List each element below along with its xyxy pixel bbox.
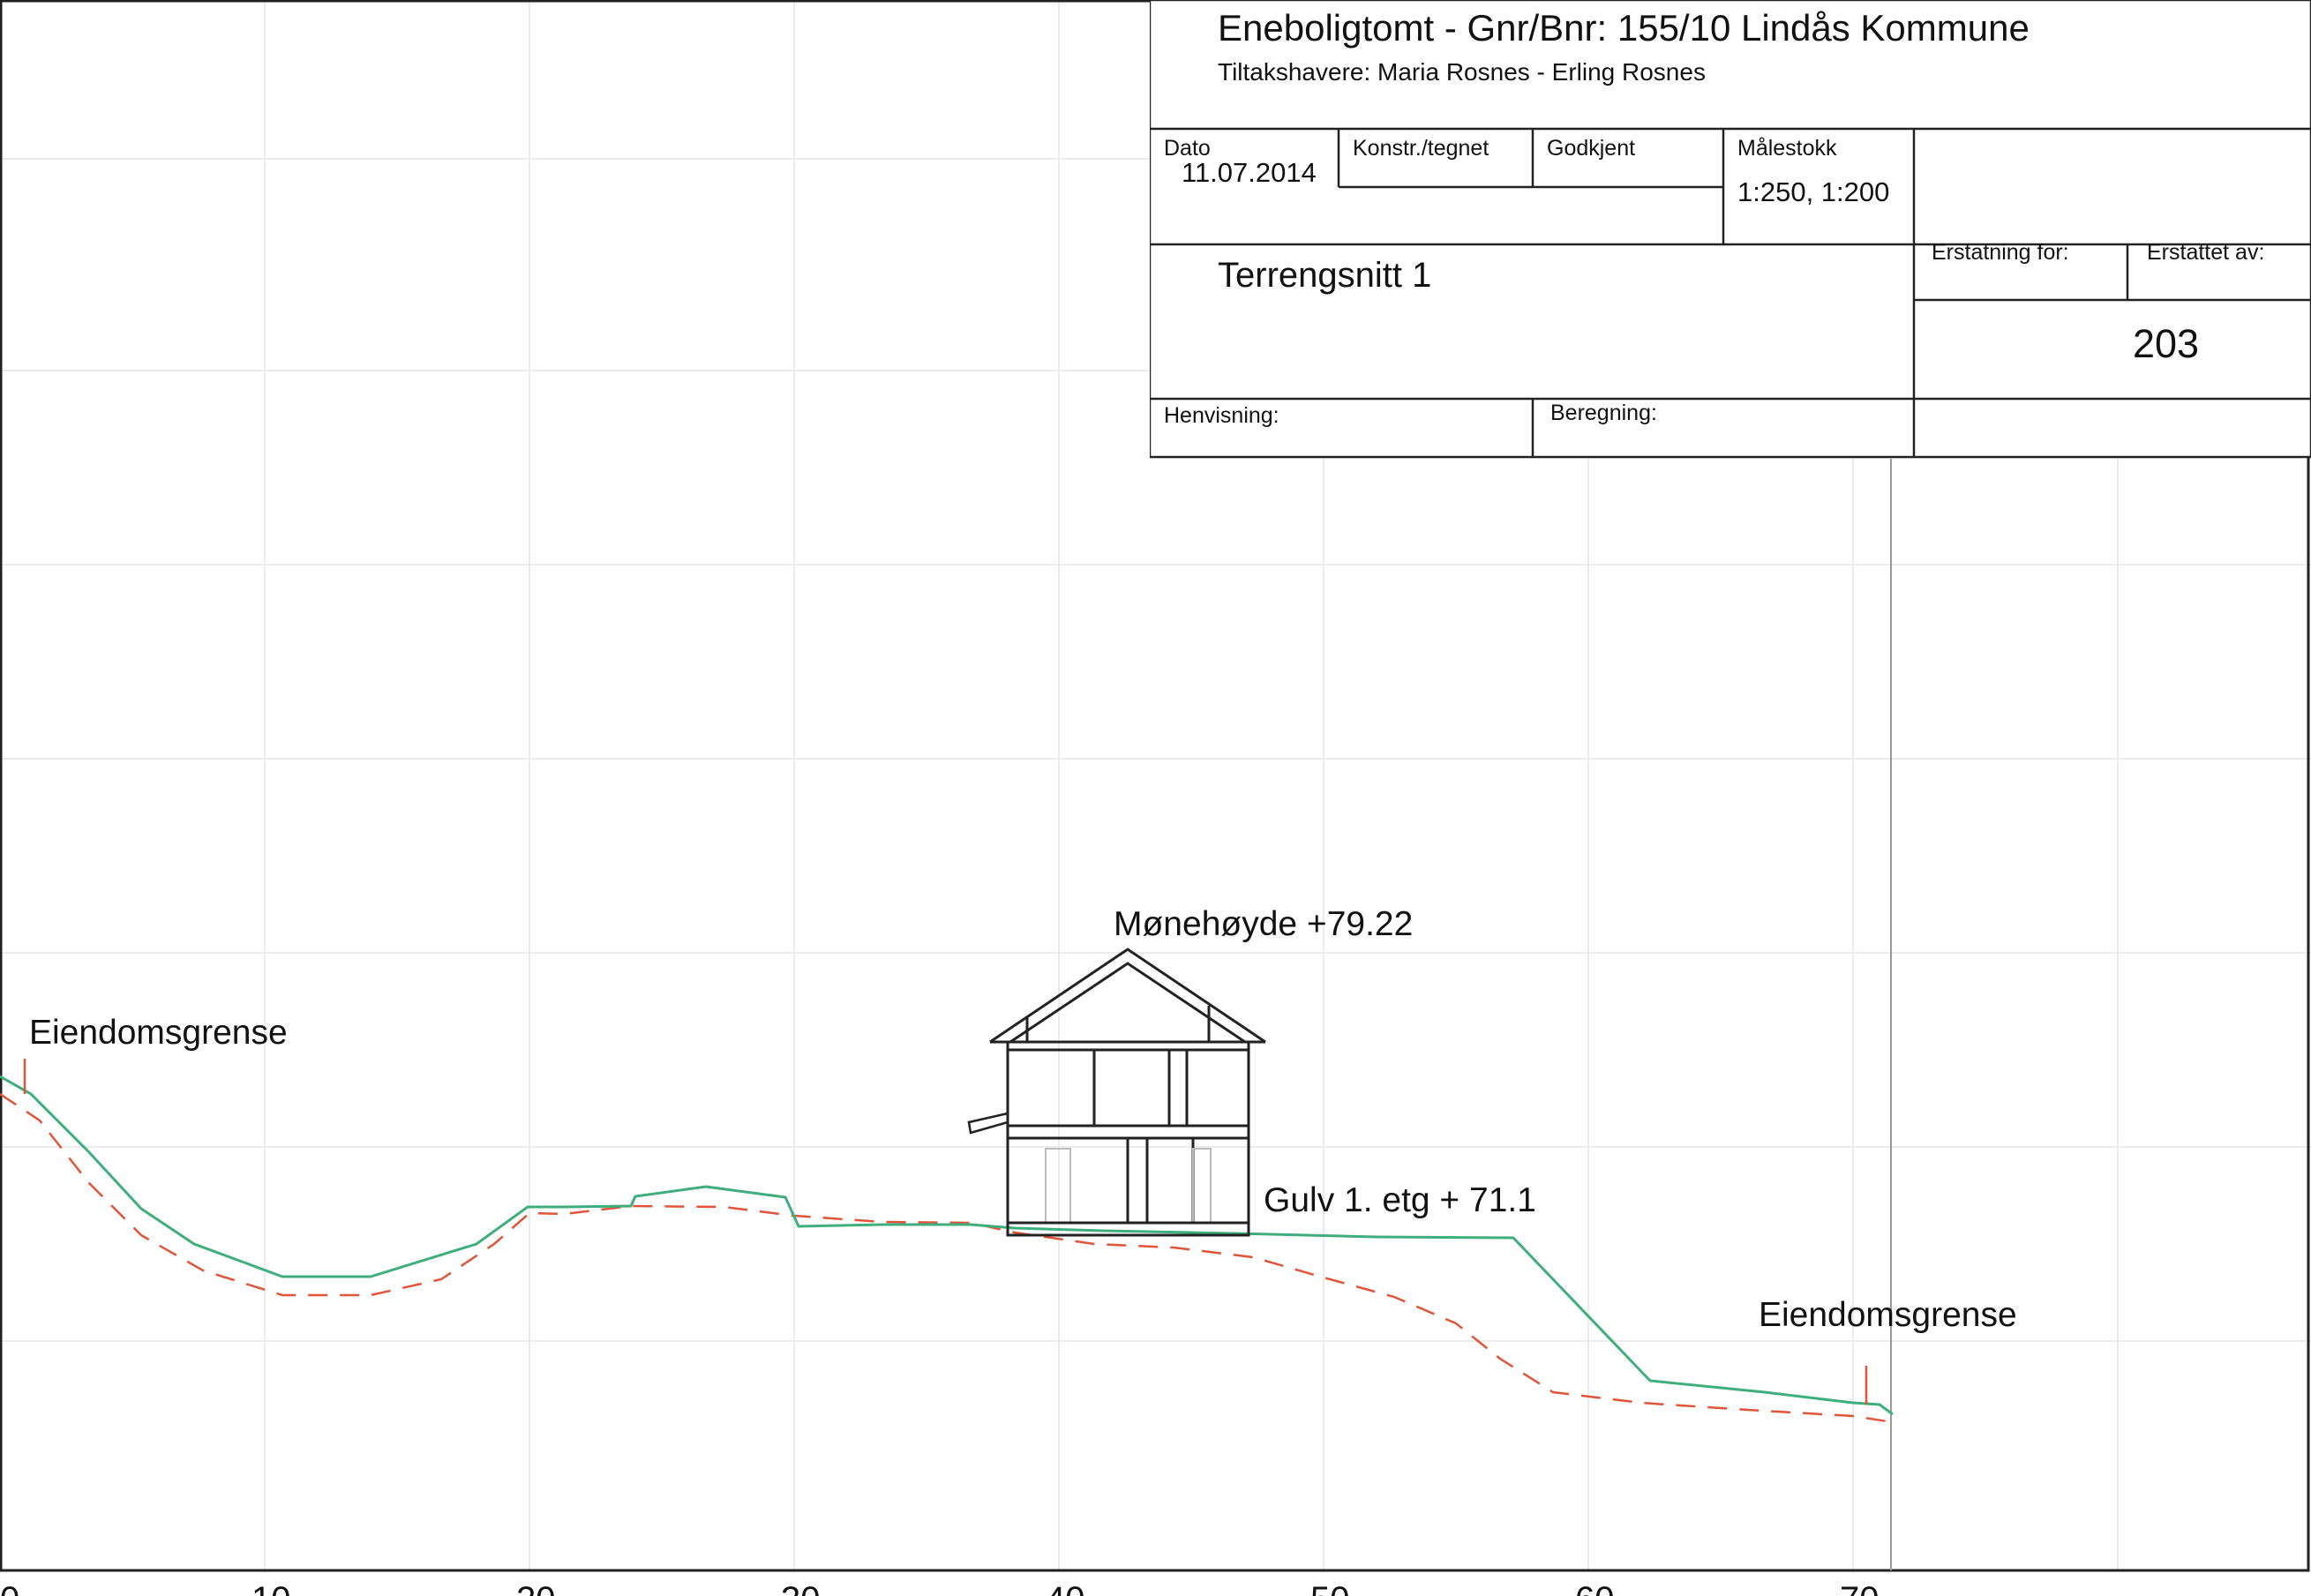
floor-level-label: Gulv 1. etg + 71.1 bbox=[1264, 1181, 1536, 1219]
ridge-height-label: Mønehøyde +79.22 bbox=[1114, 905, 1413, 943]
date-value: 11.07.2014 bbox=[1182, 157, 1317, 188]
axis-tick-label: 20 bbox=[516, 1580, 556, 1596]
axis-tick-label: 60 bbox=[1575, 1580, 1615, 1596]
drawing-number: 203 bbox=[2133, 321, 2200, 366]
project-title: Eneboligtomt - Gnr/Bnr: 155/10 Lindås Ko… bbox=[1218, 7, 2030, 49]
axis-tick-label: 10 bbox=[251, 1580, 291, 1596]
reference-label: Henvisning: bbox=[1164, 403, 1279, 428]
axis-tick-label: 0 bbox=[0, 1580, 19, 1596]
scale-value: 1:250, 1:200 bbox=[1737, 176, 1890, 207]
title-block-lines bbox=[1150, 0, 2311, 459]
distance-axis: 0 10 20 30 40 50 60 70 bbox=[0, 1580, 1880, 1596]
title-block: Eneboligtomt - Gnr/Bnr: 155/10 Lindås Ko… bbox=[1150, 0, 2311, 459]
scale-label: Målestokk bbox=[1737, 136, 1837, 161]
boundary-label-left: Eiendomsgrense bbox=[29, 1014, 288, 1052]
axis-tick-label: 50 bbox=[1310, 1580, 1350, 1596]
replaces-label: Erstatning for: bbox=[1932, 240, 2069, 265]
house-mid-slab bbox=[1006, 1124, 1250, 1140]
drawing-name: Terrengsnitt 1 bbox=[1218, 256, 1432, 295]
boundary-label-right: Eiendomsgrense bbox=[1759, 1296, 2017, 1334]
axis-tick-label: 30 bbox=[781, 1580, 821, 1596]
house-foundation bbox=[1006, 1221, 1250, 1237]
house-roof bbox=[989, 948, 1266, 1044]
approved-label: Godkjent bbox=[1547, 136, 1636, 161]
new-terrain-line bbox=[0, 1075, 1894, 1416]
house-roof-inner bbox=[1009, 962, 1246, 1044]
house-section bbox=[967, 948, 1266, 1237]
house-upper-floor bbox=[1006, 1040, 1250, 1128]
replaced-by-label: Erstattet av: bbox=[2147, 240, 2265, 265]
house-canopy bbox=[967, 1112, 1009, 1135]
drawn-by-label: Konstr./tegnet bbox=[1353, 136, 1489, 161]
calculation-label: Beregning: bbox=[1550, 401, 1657, 425]
date-label: Dato bbox=[1164, 136, 1211, 161]
axis-tick-label: 40 bbox=[1046, 1580, 1085, 1596]
owners-line: Tiltakshavere: Maria Rosnes - Erling Ros… bbox=[1218, 58, 1706, 86]
existing-terrain-line bbox=[0, 1092, 1894, 1424]
axis-tick-label: 70 bbox=[1840, 1580, 1880, 1596]
